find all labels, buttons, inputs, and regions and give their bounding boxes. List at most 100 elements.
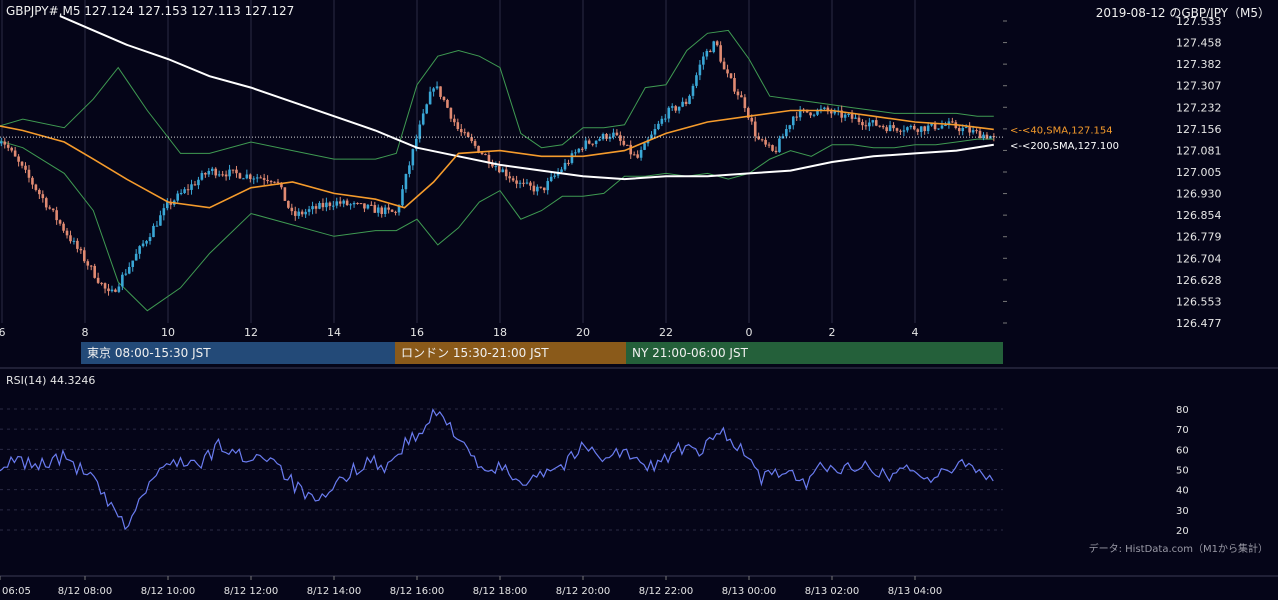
candle: [629, 140, 633, 159]
candle-body: [487, 154, 491, 164]
candle-body: [733, 78, 736, 92]
candle-body: [224, 174, 228, 177]
candle: [6, 141, 10, 152]
candle-body: [871, 120, 875, 123]
candle-body: [183, 189, 186, 193]
candle: [366, 203, 370, 210]
candle: [38, 188, 41, 199]
candle: [145, 239, 148, 247]
candle: [100, 282, 103, 286]
candle-body: [235, 169, 238, 174]
candle: [408, 161, 411, 178]
candle: [840, 105, 843, 123]
candle: [684, 98, 688, 107]
candle: [722, 57, 726, 70]
candle: [41, 190, 45, 203]
candle: [162, 203, 166, 221]
candle-body: [522, 182, 525, 184]
candle: [736, 88, 740, 100]
candle: [982, 132, 985, 141]
candle-body: [985, 134, 989, 139]
data-credit: データ: HistData.com（M1から集計）: [1088, 544, 1268, 555]
candle-body: [376, 207, 380, 213]
price-x-tick-label: 0: [746, 326, 753, 339]
candle-body: [743, 97, 747, 109]
candle-body: [193, 184, 197, 186]
candle-body: [349, 204, 352, 206]
rsi-grid: [0, 408, 1003, 531]
candle-body: [145, 241, 148, 244]
candle-body: [338, 201, 342, 204]
candle-body: [387, 207, 390, 210]
candle: [197, 176, 200, 190]
candle-body: [114, 289, 117, 292]
candle-body: [13, 150, 17, 157]
candle: [176, 190, 179, 203]
candle-body: [864, 125, 868, 127]
candle: [978, 128, 982, 139]
candle: [193, 180, 197, 186]
candle-body: [816, 109, 819, 115]
candle-body: [262, 178, 266, 180]
candle-body: [515, 180, 518, 184]
candle-body: [508, 176, 511, 179]
candle: [501, 167, 505, 173]
candle-body: [971, 130, 975, 133]
candle: [86, 259, 90, 270]
bollinger-lower: [0, 138, 994, 312]
candle-body: [823, 107, 826, 109]
candle-body: [332, 205, 335, 207]
candle-body: [152, 225, 155, 238]
candle-body: [217, 174, 221, 176]
candle-body: [625, 144, 629, 146]
candle: [563, 158, 567, 172]
candle: [691, 83, 695, 100]
candle: [273, 181, 276, 184]
candle-body: [674, 106, 677, 111]
candle: [788, 124, 792, 133]
candle: [843, 111, 847, 122]
candle-body: [297, 211, 301, 216]
candle-body: [214, 168, 218, 176]
candle-body: [107, 288, 110, 292]
candle-body: [563, 162, 567, 170]
candle: [404, 173, 408, 193]
candle: [96, 272, 100, 285]
price-y-tick-label: 127.307: [1176, 80, 1222, 93]
candle: [183, 187, 186, 195]
candle: [3, 137, 7, 149]
candle-body: [304, 211, 307, 215]
candle-body: [529, 182, 532, 186]
candle: [249, 173, 252, 183]
candle: [83, 247, 86, 264]
candle: [702, 52, 705, 70]
candle-body: [615, 132, 619, 136]
candle: [318, 201, 321, 210]
candle-body: [840, 110, 843, 118]
candle: [857, 113, 861, 125]
candle-body: [598, 139, 601, 141]
candle-body: [740, 95, 743, 98]
candle-body: [612, 132, 615, 137]
candle-body: [861, 121, 864, 126]
price-x-tick-label: 6: [0, 326, 6, 339]
candle: [93, 263, 96, 279]
candle-body: [750, 117, 754, 122]
candle: [584, 137, 588, 151]
candle-body: [574, 152, 577, 154]
candle-body: [639, 149, 643, 158]
candle: [342, 199, 345, 208]
candle-body: [892, 125, 895, 129]
candle: [459, 124, 463, 137]
price-x-tick-label: 12: [244, 326, 258, 339]
candle-body: [708, 50, 712, 53]
candle: [767, 142, 771, 148]
candle-body: [242, 178, 245, 180]
candle: [287, 200, 290, 209]
candle-body: [722, 61, 726, 70]
candle: [553, 173, 556, 179]
candle: [598, 136, 601, 142]
candle-body: [895, 128, 899, 131]
candle: [715, 40, 719, 47]
